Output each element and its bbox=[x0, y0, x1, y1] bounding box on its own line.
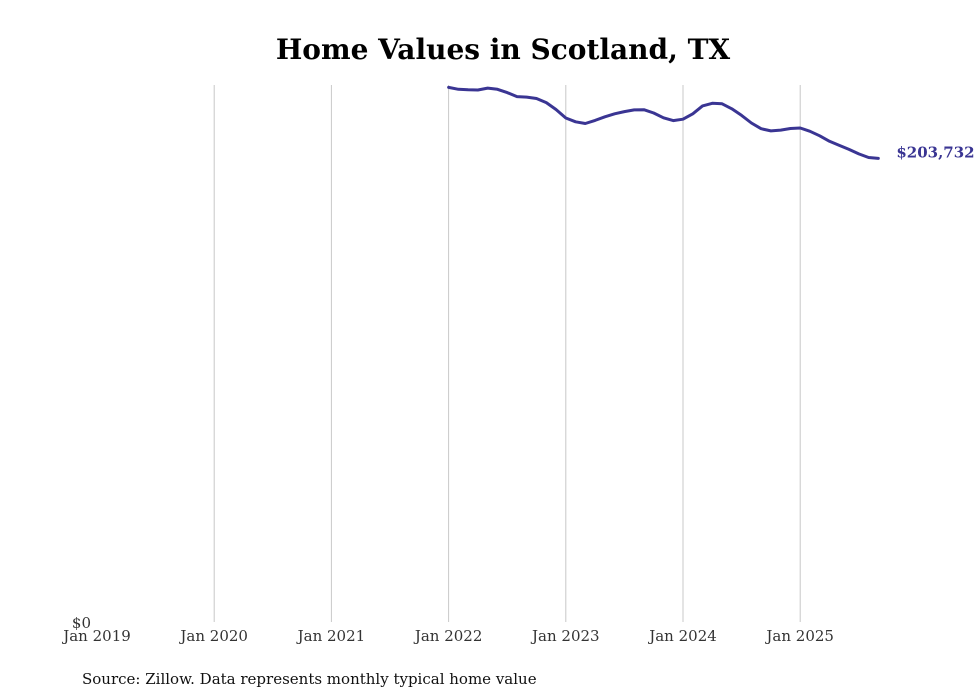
source-note: Source: Zillow. Data represents monthly … bbox=[82, 670, 537, 688]
end-value-label: $203,732 bbox=[896, 143, 974, 161]
home-value-line bbox=[447, 85, 880, 160]
x-tick-label: Jan 2020 bbox=[178, 627, 248, 645]
x-tick-label: Jan 2023 bbox=[530, 627, 600, 645]
gridlines bbox=[213, 85, 801, 622]
x-tick-label: Jan 2019 bbox=[61, 627, 131, 645]
x-tick-label: Jan 2024 bbox=[647, 627, 717, 645]
tick-labels: Jan 2019 Jan 2020 Jan 2021 Jan 2022 Jan 2023… bbox=[61, 614, 834, 645]
x-tick-label: Jan 2021 bbox=[296, 627, 366, 645]
chart-title: Home Values in Scotland, TX bbox=[276, 33, 731, 66]
y-tick-label: $0 bbox=[72, 614, 91, 632]
x-tick-label: Jan 2022 bbox=[413, 627, 483, 645]
series-layer: $203,732 bbox=[447, 85, 975, 161]
x-tick-label: Jan 2025 bbox=[764, 627, 834, 645]
